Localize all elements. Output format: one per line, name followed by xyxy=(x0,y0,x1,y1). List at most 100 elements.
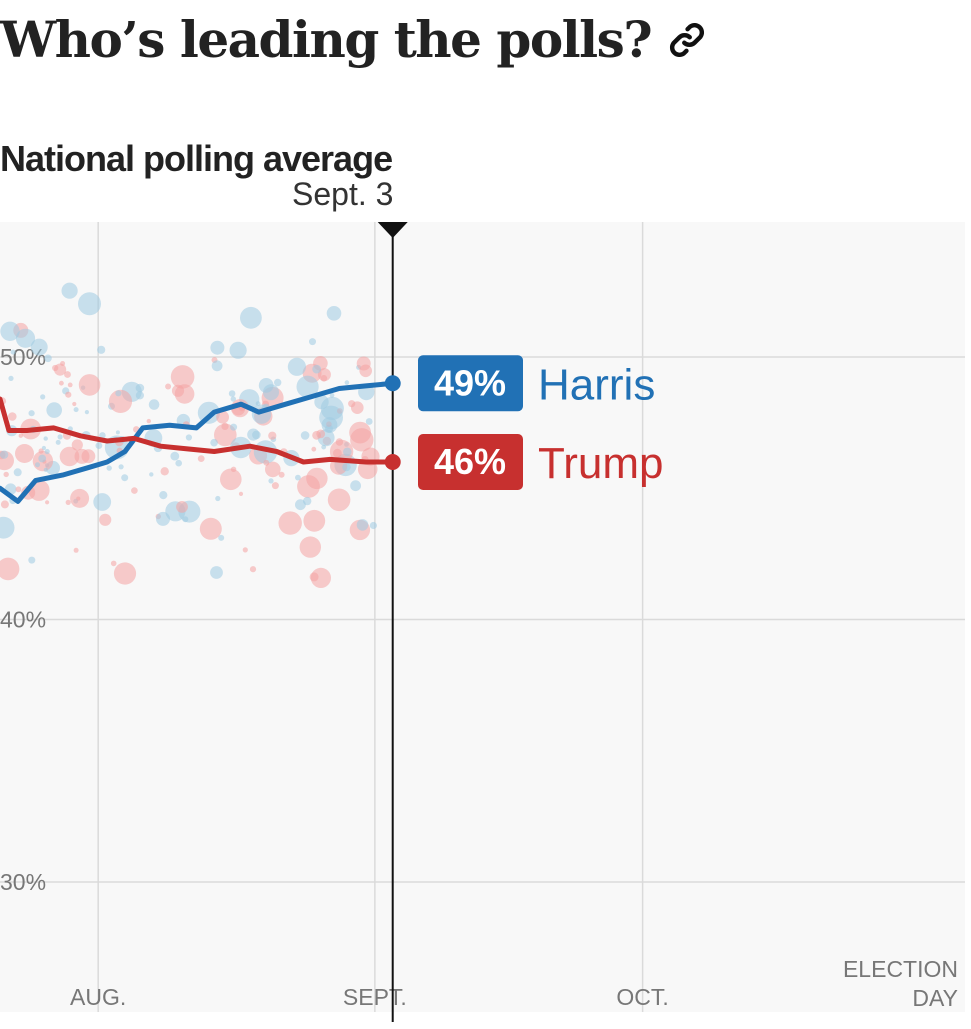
poll-dot xyxy=(327,488,351,512)
poll-dot xyxy=(359,364,373,378)
trump-pct-label: 46% xyxy=(434,441,506,482)
poll-dot xyxy=(242,547,248,553)
poll-dot xyxy=(43,467,48,472)
poll-dot xyxy=(274,378,282,387)
harris-pct-badge xyxy=(418,355,523,412)
poll-dot xyxy=(73,547,79,553)
poll-dot xyxy=(28,410,35,417)
x-tick-label: OCT. xyxy=(616,984,668,1010)
trump-pct-badge xyxy=(418,434,523,490)
poll-dot xyxy=(303,509,326,532)
poll-dot xyxy=(15,328,36,348)
current-date-marker xyxy=(377,222,408,238)
poll-dot xyxy=(287,357,306,376)
poll-dot xyxy=(146,418,151,424)
poll-dot xyxy=(185,434,192,441)
poll-dot xyxy=(18,433,23,438)
poll-dot xyxy=(263,459,270,466)
poll-dot xyxy=(221,422,229,430)
poll-dot xyxy=(369,521,377,530)
x-tick-label: SEPT. xyxy=(343,984,407,1010)
poll-dot xyxy=(55,439,61,445)
poll-dot xyxy=(326,306,342,321)
poll-dot xyxy=(199,517,222,540)
plot-area xyxy=(0,222,965,1012)
trump-name-label: Trump xyxy=(538,439,664,488)
poll-dot xyxy=(10,349,16,355)
poll-dot xyxy=(35,462,40,468)
poll-dot xyxy=(299,536,321,558)
poll-dot xyxy=(303,496,312,506)
poll-dot xyxy=(131,487,138,494)
harris-pct-label: 49% xyxy=(434,362,506,403)
poll-dot xyxy=(67,382,73,388)
poll-dot xyxy=(108,389,133,413)
poll-dot xyxy=(321,417,338,433)
poll-dot xyxy=(38,448,44,454)
x-tick-label: DAY xyxy=(912,985,958,1011)
poll-dot xyxy=(135,383,145,393)
poll-dot xyxy=(342,462,351,472)
poll-dot xyxy=(65,499,71,505)
poll-dot xyxy=(271,482,279,490)
trump-line xyxy=(0,396,396,465)
poll-dot xyxy=(329,392,335,398)
poll-dot xyxy=(165,383,172,390)
poll-dot xyxy=(300,431,310,440)
poll-dot xyxy=(78,292,101,316)
poll-dot xyxy=(228,390,236,397)
x-tick-label: ELECTION xyxy=(843,956,958,982)
poll-dot xyxy=(99,513,112,526)
poll-dot xyxy=(44,448,50,455)
poll-dot xyxy=(170,365,195,389)
poll-dot xyxy=(72,401,77,407)
poll-dot xyxy=(45,500,50,505)
poll-dot xyxy=(71,439,83,451)
poll-dot xyxy=(240,306,262,329)
poll-dot xyxy=(159,491,168,500)
poll-dot xyxy=(64,371,71,378)
poll-dot xyxy=(350,480,361,492)
poll-dot xyxy=(65,391,72,398)
poll-dot xyxy=(0,450,9,459)
chart-subhead: National polling average xyxy=(0,138,393,179)
poll-dot xyxy=(43,436,48,441)
poll-dot xyxy=(148,399,160,410)
y-tick-label: 40% xyxy=(0,607,46,633)
poll-dot xyxy=(38,454,47,463)
poll-dot xyxy=(265,461,281,478)
poll-dot xyxy=(30,338,48,356)
headline-text: Who’s leading the polls? xyxy=(0,10,653,69)
poll-dot xyxy=(93,493,112,511)
poll-dot xyxy=(118,464,124,470)
poll-dot xyxy=(8,375,14,381)
poll-dot xyxy=(197,401,220,424)
poll-dot xyxy=(0,500,9,509)
poll-dot xyxy=(113,562,137,585)
poll-dot xyxy=(57,434,63,440)
poll-dot xyxy=(211,360,223,372)
poll-dot xyxy=(309,572,319,582)
poll-dot xyxy=(106,465,112,471)
poll-dot xyxy=(160,467,169,476)
poll-dot xyxy=(210,340,225,355)
poll-dot xyxy=(312,364,322,374)
poll-dot xyxy=(70,488,90,508)
poll-dot xyxy=(176,501,188,513)
poll-dot xyxy=(268,478,274,484)
harris-name-label: Harris xyxy=(538,360,655,409)
poll-dot xyxy=(73,407,79,413)
poll-dot xyxy=(46,402,62,418)
poll-dot xyxy=(115,430,120,435)
poll-dot xyxy=(95,442,103,449)
poll-dot xyxy=(268,431,277,440)
poll-dot xyxy=(344,380,350,385)
poll-dot xyxy=(149,472,154,477)
poll-dot xyxy=(41,445,47,451)
poll-dot xyxy=(218,534,225,541)
poll-dot xyxy=(216,410,230,424)
poll-dot xyxy=(15,486,22,493)
link-icon[interactable] xyxy=(665,18,709,62)
poll-dot xyxy=(215,495,221,502)
poll-dot xyxy=(295,474,301,481)
